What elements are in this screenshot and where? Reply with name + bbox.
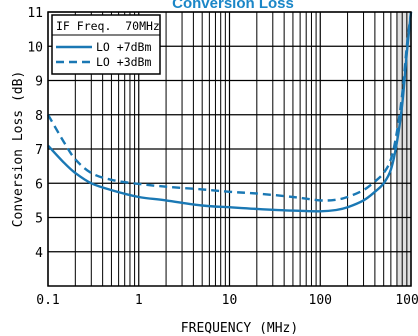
x-tick-label: 10 (222, 293, 238, 308)
y-tick-label: 11 (27, 6, 43, 21)
y-tick-label: 10 (27, 40, 43, 55)
x-tick-label: 0.1 (36, 293, 59, 308)
y-tick-label: 4 (35, 246, 43, 261)
x-tick-label: 100 (309, 293, 332, 308)
x-tick-label: 1 (135, 293, 143, 308)
series-line-2 (46, 11, 413, 202)
x-axis-label: FREQUENCY (MHz) (181, 321, 298, 336)
y-tick-label: 8 (35, 109, 43, 124)
series-line-1 (47, 11, 413, 213)
y-tick-label: 7 (35, 143, 43, 158)
legend-label-2: LO +3dBm (96, 55, 151, 69)
x-tick-label: 1000 (395, 293, 418, 308)
plot-frame (47, 11, 412, 287)
legend-label-1: LO +7dBm (96, 40, 151, 54)
y-tick-label: 9 (35, 75, 43, 90)
legend-box (51, 14, 161, 75)
x-tick-labels: 0.1 1 10 100 1000 (36, 293, 418, 308)
legend-annotation: IF Freq. 70MHz (56, 19, 160, 33)
y-axis-label: Conversion Loss (dB) (11, 71, 26, 228)
y-tick-label: 6 (35, 177, 43, 192)
chart-title: Conversion Loss (172, 0, 294, 12)
series-lines (46, 11, 413, 213)
y-tick-labels: 4 5 6 7 8 9 10 11 (27, 6, 43, 261)
y-tick-label: 5 (35, 212, 43, 227)
